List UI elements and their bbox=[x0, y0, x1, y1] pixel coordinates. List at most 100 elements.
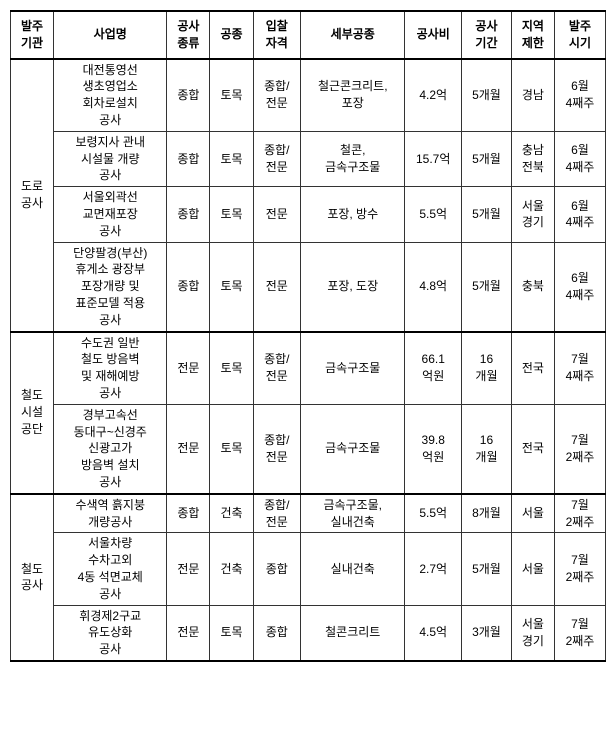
cell-region: 전국 bbox=[511, 332, 554, 405]
cell-timing: 7월2째주 bbox=[554, 494, 605, 533]
header-project: 사업명 bbox=[54, 11, 167, 59]
cell-cost: 15.7억 bbox=[405, 131, 462, 186]
cell-timing: 6월4째주 bbox=[554, 131, 605, 186]
table-row: 도로공사대전통영선생초영업소회차로설치공사종합토목종합/전문철근콘크리트,포장4… bbox=[11, 59, 606, 132]
table-row: 경부고속선동대구~신경주신광고가방음벽 설치공사전문토목종합/전문금속구조물39… bbox=[11, 404, 606, 493]
cell-cost: 5.5억 bbox=[405, 494, 462, 533]
cell-project: 보령지사 관내시설물 개량공사 bbox=[54, 131, 167, 186]
cell-timing: 6월4째주 bbox=[554, 242, 605, 331]
cell-timing: 7월2째주 bbox=[554, 533, 605, 605]
cell-agency: 도로공사 bbox=[11, 59, 54, 332]
table-header-row: 발주기관 사업명 공사종류 공종 입찰자격 세부공종 공사비 공사기간 지역제한… bbox=[11, 11, 606, 59]
cell-period: 16개월 bbox=[462, 332, 512, 405]
cell-work: 토목 bbox=[210, 404, 253, 493]
cell-work: 토목 bbox=[210, 605, 253, 661]
cell-period: 5개월 bbox=[462, 59, 512, 132]
cell-region: 서울 bbox=[511, 533, 554, 605]
table-row: 보령지사 관내시설물 개량공사종합토목종합/전문철콘,금속구조물15.7억5개월… bbox=[11, 131, 606, 186]
cell-qual: 전문 bbox=[253, 187, 301, 242]
cell-project: 휘경제2구교유도상화공사 bbox=[54, 605, 167, 661]
cell-agency: 철도공사 bbox=[11, 494, 54, 661]
cell-detail: 금속구조물 bbox=[301, 404, 405, 493]
header-work: 공종 bbox=[210, 11, 253, 59]
cell-type: 전문 bbox=[167, 533, 210, 605]
cell-timing: 7월2째주 bbox=[554, 404, 605, 493]
cell-region: 충남전북 bbox=[511, 131, 554, 186]
table-row: 철도시설공단수도권 일반철도 방음벽및 재해예방공사전문토목종합/전문금속구조물… bbox=[11, 332, 606, 405]
cell-project: 서울차량수차고외4동 석면교체공사 bbox=[54, 533, 167, 605]
cell-period: 8개월 bbox=[462, 494, 512, 533]
cell-timing: 7월4째주 bbox=[554, 332, 605, 405]
cell-work: 건축 bbox=[210, 494, 253, 533]
cell-project: 대전통영선생초영업소회차로설치공사 bbox=[54, 59, 167, 132]
table-row: 철도공사수색역 흙지붕개량공사종합건축종합/전문금속구조물,실내건축5.5억8개… bbox=[11, 494, 606, 533]
cell-type: 종합 bbox=[167, 59, 210, 132]
cell-cost: 4.8억 bbox=[405, 242, 462, 331]
table-row: 서울외곽선교면재포장공사종합토목전문포장, 방수5.5억5개월서울경기6월4째주 bbox=[11, 187, 606, 242]
cell-detail: 포장, 도장 bbox=[301, 242, 405, 331]
cell-type: 종합 bbox=[167, 131, 210, 186]
cell-region: 서울 bbox=[511, 494, 554, 533]
cell-qual: 종합 bbox=[253, 533, 301, 605]
cell-region: 서울경기 bbox=[511, 187, 554, 242]
cell-period: 5개월 bbox=[462, 131, 512, 186]
table-body: 도로공사대전통영선생초영업소회차로설치공사종합토목종합/전문철근콘크리트,포장4… bbox=[11, 59, 606, 661]
table-row: 단양팔경(부산)휴게소 광장부포장개량 및표준모델 적용공사종합토목전문포장, … bbox=[11, 242, 606, 331]
cell-period: 5개월 bbox=[462, 533, 512, 605]
header-detail: 세부공종 bbox=[301, 11, 405, 59]
cell-type: 전문 bbox=[167, 332, 210, 405]
cell-timing: 6월4째주 bbox=[554, 59, 605, 132]
cell-work: 토목 bbox=[210, 187, 253, 242]
cell-cost: 2.7억 bbox=[405, 533, 462, 605]
cell-type: 종합 bbox=[167, 187, 210, 242]
cell-region: 경남 bbox=[511, 59, 554, 132]
header-period: 공사기간 bbox=[462, 11, 512, 59]
cell-type: 전문 bbox=[167, 404, 210, 493]
cell-qual: 전문 bbox=[253, 242, 301, 331]
cell-period: 5개월 bbox=[462, 242, 512, 331]
header-timing: 발주시기 bbox=[554, 11, 605, 59]
cell-detail: 금속구조물,실내건축 bbox=[301, 494, 405, 533]
cell-project: 단양팔경(부산)휴게소 광장부포장개량 및표준모델 적용공사 bbox=[54, 242, 167, 331]
cell-type: 전문 bbox=[167, 605, 210, 661]
cell-project: 수색역 흙지붕개량공사 bbox=[54, 494, 167, 533]
cell-cost: 4.5억 bbox=[405, 605, 462, 661]
cell-detail: 철콘크리트 bbox=[301, 605, 405, 661]
cell-period: 5개월 bbox=[462, 187, 512, 242]
cell-period: 16개월 bbox=[462, 404, 512, 493]
cell-timing: 6월4째주 bbox=[554, 187, 605, 242]
cell-work: 토목 bbox=[210, 242, 253, 331]
cell-project: 서울외곽선교면재포장공사 bbox=[54, 187, 167, 242]
cell-region: 전국 bbox=[511, 404, 554, 493]
cell-work: 건축 bbox=[210, 533, 253, 605]
header-cost: 공사비 bbox=[405, 11, 462, 59]
cell-detail: 금속구조물 bbox=[301, 332, 405, 405]
cell-detail: 포장, 방수 bbox=[301, 187, 405, 242]
table-row: 서울차량수차고외4동 석면교체공사전문건축종합실내건축2.7억5개월서울7월2째… bbox=[11, 533, 606, 605]
cell-qual: 종합/전문 bbox=[253, 404, 301, 493]
cell-qual: 종합/전문 bbox=[253, 494, 301, 533]
cell-project: 수도권 일반철도 방음벽및 재해예방공사 bbox=[54, 332, 167, 405]
cell-detail: 철근콘크리트,포장 bbox=[301, 59, 405, 132]
cell-cost: 5.5억 bbox=[405, 187, 462, 242]
cell-qual: 종합 bbox=[253, 605, 301, 661]
cell-timing: 7월2째주 bbox=[554, 605, 605, 661]
cell-work: 토목 bbox=[210, 131, 253, 186]
cell-qual: 종합/전문 bbox=[253, 59, 301, 132]
cell-region: 서울경기 bbox=[511, 605, 554, 661]
cell-type: 종합 bbox=[167, 494, 210, 533]
cell-work: 토목 bbox=[210, 332, 253, 405]
cell-cost: 66.1억원 bbox=[405, 332, 462, 405]
cell-qual: 종합/전문 bbox=[253, 332, 301, 405]
header-type: 공사종류 bbox=[167, 11, 210, 59]
cell-agency: 철도시설공단 bbox=[11, 332, 54, 494]
cell-type: 종합 bbox=[167, 242, 210, 331]
cell-region: 충북 bbox=[511, 242, 554, 331]
cell-qual: 종합/전문 bbox=[253, 131, 301, 186]
cell-period: 3개월 bbox=[462, 605, 512, 661]
cell-work: 토목 bbox=[210, 59, 253, 132]
header-agency: 발주기관 bbox=[11, 11, 54, 59]
header-region: 지역제한 bbox=[511, 11, 554, 59]
cell-cost: 4.2억 bbox=[405, 59, 462, 132]
header-qual: 입찰자격 bbox=[253, 11, 301, 59]
